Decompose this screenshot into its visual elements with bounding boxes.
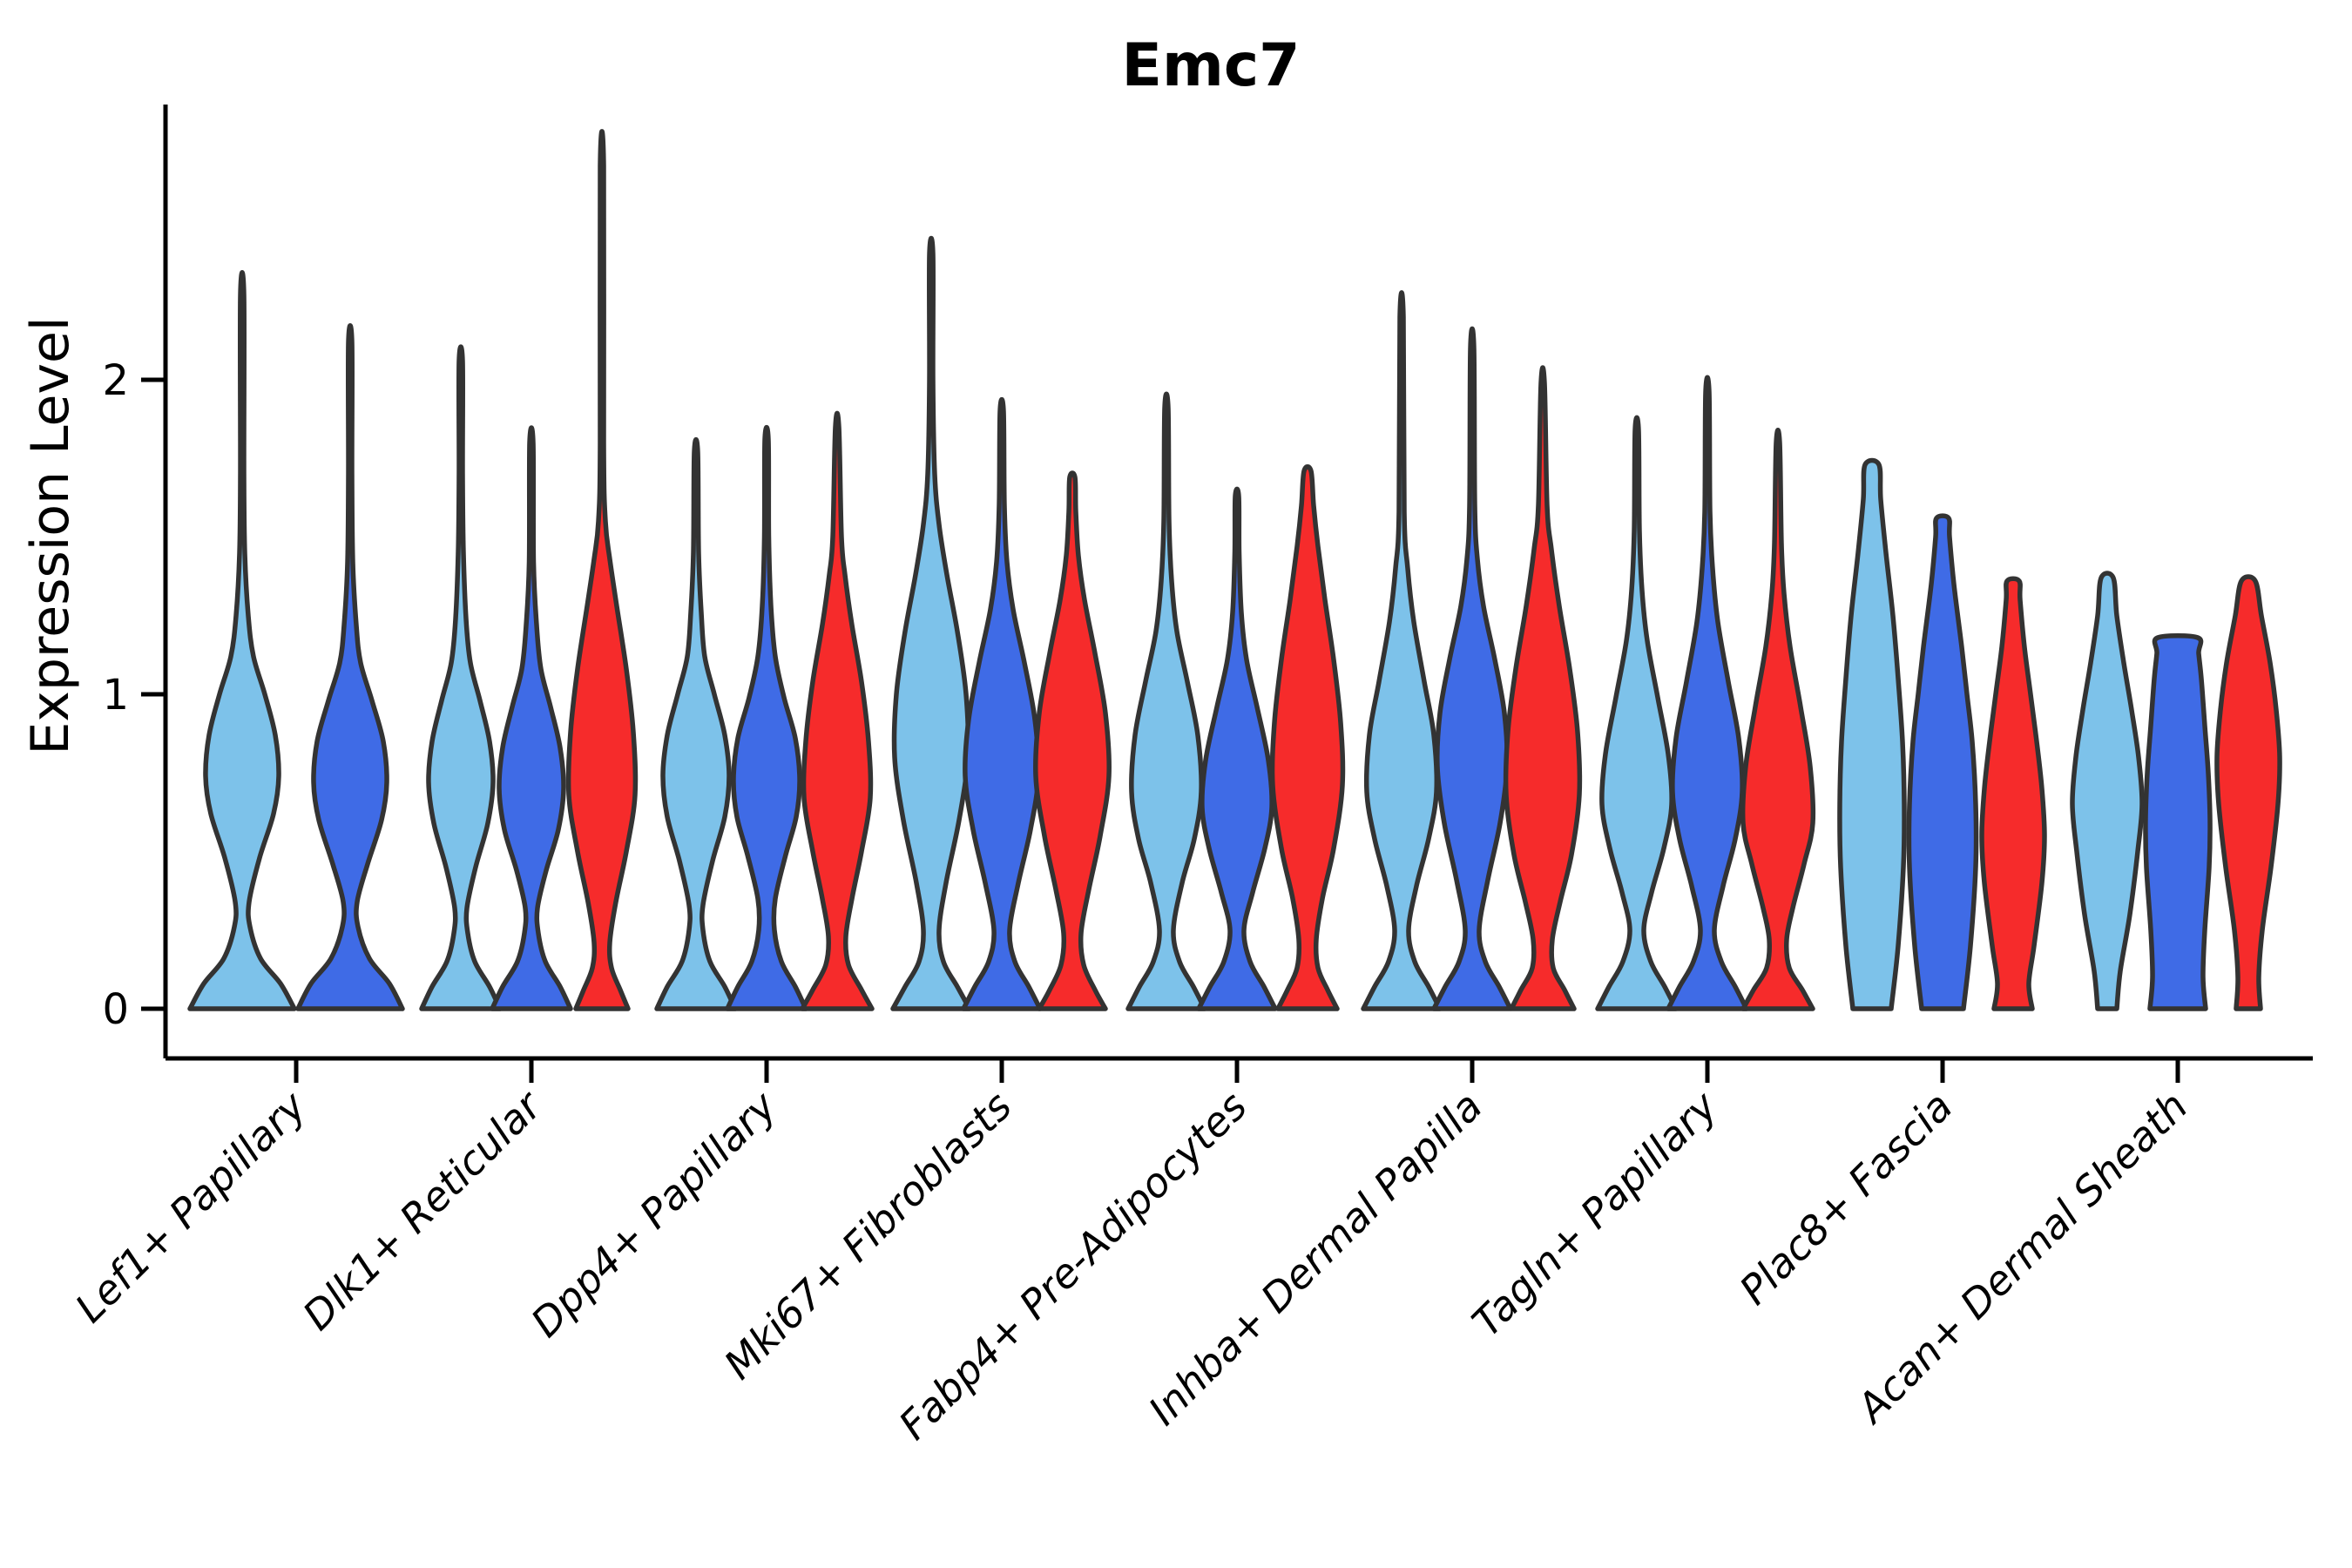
y-tick-label-0: 0 xyxy=(102,985,129,1034)
violin-dlk1-reticular-red xyxy=(565,129,639,1011)
violin-acan-dermal-sheath-light-blue xyxy=(2070,571,2145,1011)
violin-plac8-fascia-dark-blue xyxy=(1906,513,1979,1011)
chart-title: Emc7 xyxy=(1122,31,1301,100)
violin-plac8-fascia-light-blue xyxy=(1837,457,1907,1011)
violin-inhba-dermal-papilla-dark-blue xyxy=(1431,326,1513,1011)
violin-dpp4-papillary-dark-blue xyxy=(725,424,808,1011)
y-ticks-layer: 0 1 2 xyxy=(102,356,166,1034)
violin-tagln-papillary-dark-blue xyxy=(1666,375,1749,1011)
violin-lef1-papillary-light-blue xyxy=(187,270,297,1011)
violin-dlk1-reticular-dark-blue xyxy=(490,425,573,1011)
violin-dlk1-reticular-light-blue xyxy=(419,344,503,1011)
violin-mki67-fibroblasts-light-blue xyxy=(890,235,972,1011)
violin-inhba-dermal-papilla-light-blue xyxy=(1361,290,1443,1011)
violin-tagln-papillary-red xyxy=(1740,427,1816,1011)
violin-tagln-papillary-light-blue xyxy=(1595,415,1679,1011)
violin-mki67-fibroblasts-dark-blue xyxy=(961,396,1043,1011)
violin-fabp4-pre-adipocytes-light-blue xyxy=(1125,391,1207,1011)
violins-layer xyxy=(187,129,2282,1011)
y-tick-label-1: 1 xyxy=(102,671,129,720)
violin-dpp4-papillary-red xyxy=(800,410,875,1011)
violin-acan-dermal-sheath-red xyxy=(2214,574,2282,1011)
violin-lef1-papillary-dark-blue xyxy=(295,322,405,1011)
violin-acan-dermal-sheath-dark-blue xyxy=(2143,633,2213,1011)
violin-inhba-dermal-papilla-red xyxy=(1503,365,1583,1011)
violin-fabp4-pre-adipocytes-red xyxy=(1269,464,1346,1011)
violin-dpp4-papillary-light-blue xyxy=(654,436,738,1011)
violin-plac8-fascia-red xyxy=(1979,576,2047,1011)
y-tick-label-2: 2 xyxy=(102,356,129,405)
violin-fabp4-pre-adipocytes-dark-blue xyxy=(1196,486,1278,1011)
y-axis-label: Expression Level xyxy=(20,316,81,754)
violin-mki67-fibroblasts-red xyxy=(1033,470,1112,1011)
